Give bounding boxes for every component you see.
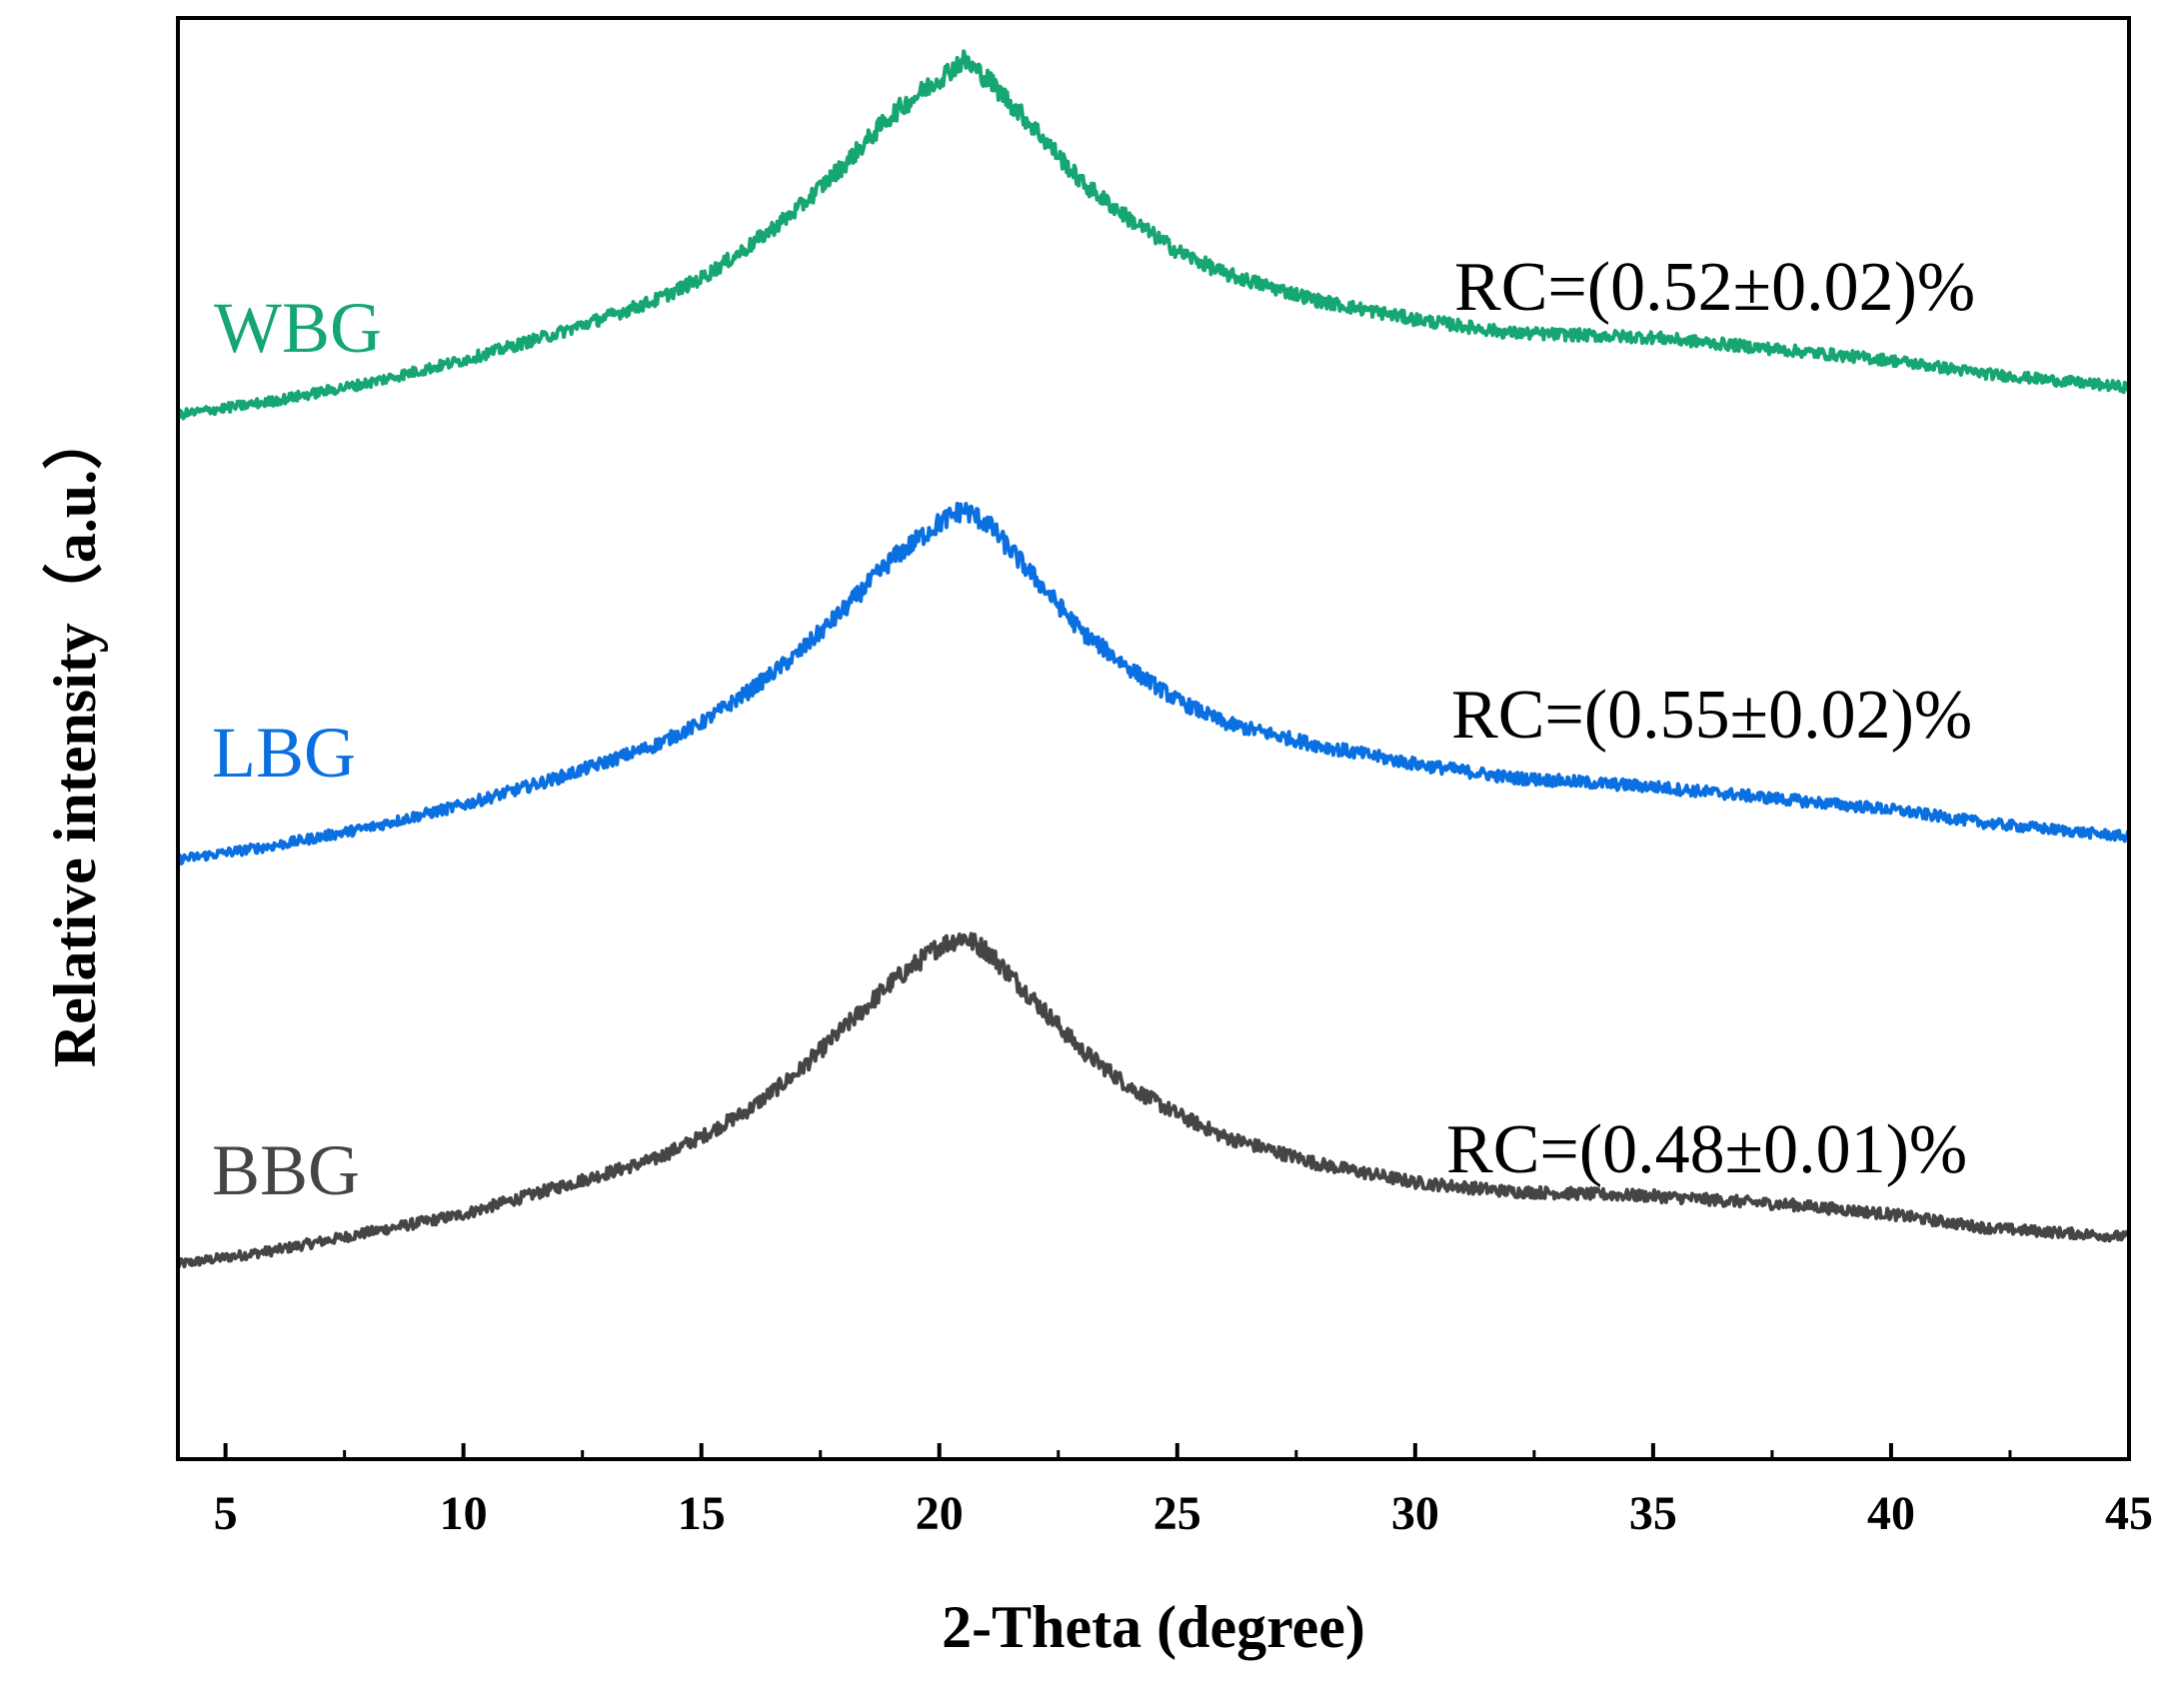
x-tick-label: 25 bbox=[1153, 1487, 1201, 1540]
x-tick-label: 40 bbox=[1867, 1487, 1915, 1540]
series-label-bbg: BBG bbox=[212, 1130, 360, 1210]
series-line-bbg bbox=[176, 931, 2131, 1269]
plot-frame bbox=[176, 16, 2131, 1461]
x-tick-label: 15 bbox=[678, 1487, 726, 1540]
x-tick-label: 45 bbox=[2105, 1487, 2153, 1540]
x-tick-label: 35 bbox=[1629, 1487, 1677, 1540]
series-label-wbg: WBG bbox=[214, 288, 382, 368]
series-line-wbg bbox=[176, 49, 2131, 421]
series-layer bbox=[176, 49, 2131, 1269]
x-ticks: 5 10 15 20 25 30 35 40 45 bbox=[214, 1443, 2153, 1540]
rc-annotation-wbg: RC=(0.52±0.02)% bbox=[1454, 249, 1975, 326]
series-line-lbg bbox=[176, 502, 2131, 865]
y-axis-title: Relative intensity（a.u.） bbox=[41, 410, 108, 1067]
rc-annotation-bbg: RC=(0.48±0.01)% bbox=[1446, 1111, 1967, 1188]
x-tick-label: 30 bbox=[1391, 1487, 1439, 1540]
rc-annotation-lbg: RC=(0.55±0.02)% bbox=[1451, 677, 1972, 754]
labels-layer: BBG RC=(0.48±0.01)% LBG RC=(0.55±0.02)% WBG R… bbox=[212, 249, 1975, 1210]
x-axis-title: 2-Theta (degree) bbox=[942, 1594, 1365, 1660]
x-tick-label: 5 bbox=[214, 1487, 238, 1540]
x-tick-label: 10 bbox=[440, 1487, 488, 1540]
x-tick-label: 20 bbox=[916, 1487, 964, 1540]
series-label-lbg: LBG bbox=[212, 713, 356, 793]
